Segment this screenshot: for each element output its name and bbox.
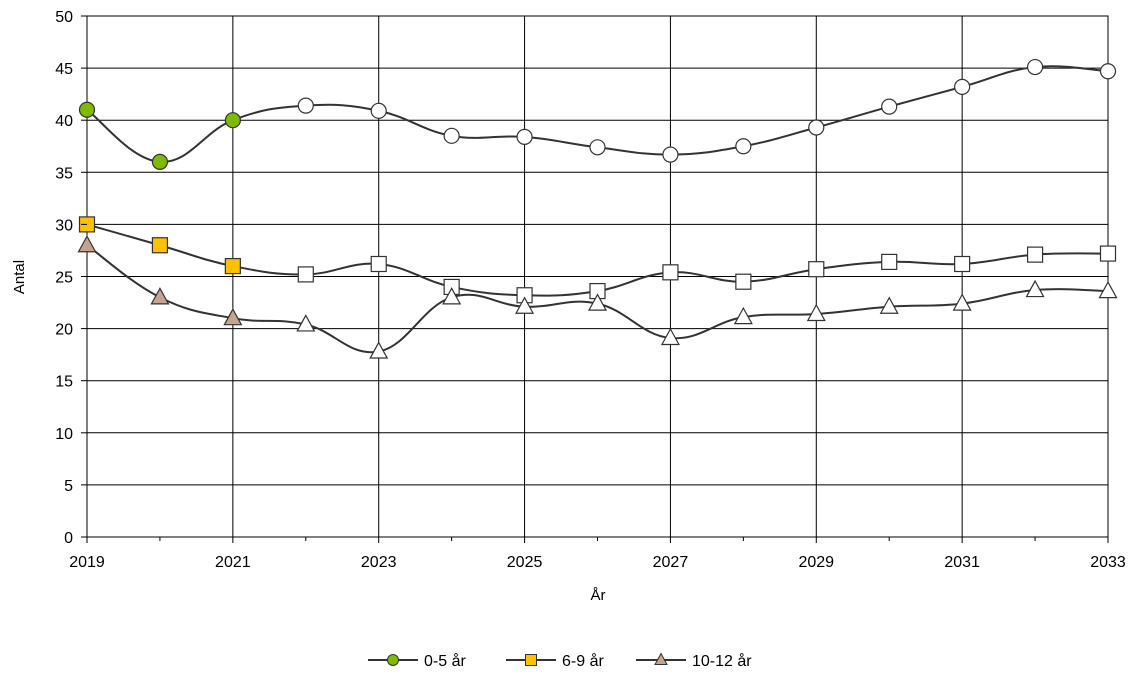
y-tick-label: 5	[64, 478, 73, 495]
y-axis-title: Antal	[11, 260, 28, 294]
x-tick-label: 2031	[944, 554, 980, 571]
series-3-point	[296, 314, 316, 332]
y-tick-label: 35	[55, 165, 73, 182]
series-3-point	[1098, 280, 1118, 299]
legend-label: 10-12 år	[692, 652, 752, 670]
legend-triangle-icon	[654, 652, 668, 665]
series-1-point	[808, 119, 825, 136]
y-tick-label: 25	[55, 270, 73, 287]
x-tick-label: 2025	[507, 554, 543, 571]
series-3-point	[660, 327, 680, 346]
grid-lines	[86, 15, 1109, 538]
y-tick-label: 0	[64, 530, 73, 547]
legend-marker	[525, 654, 537, 666]
series-3-point	[369, 341, 389, 359]
x-tick-label: 2021	[215, 554, 251, 571]
series-3-point	[442, 287, 462, 305]
data-markers	[77, 58, 1118, 359]
legend-label: 6-9 år	[562, 652, 604, 670]
series-2-point	[297, 266, 314, 283]
series-2-point	[954, 255, 971, 273]
series-1-point	[881, 98, 898, 115]
series-1-point	[370, 102, 387, 119]
x-tick-label: 2027	[653, 554, 689, 571]
series-3-point	[515, 296, 535, 314]
series-3-point	[879, 296, 899, 314]
series-3-point	[806, 303, 826, 322]
y-axis-ticks: 0 5 10 15 20 25 30 35 40 45 50	[55, 9, 87, 547]
y-tick-label: 30	[55, 217, 73, 234]
legend-circle-icon	[387, 654, 399, 666]
x-tick-label: 2033	[1090, 554, 1126, 571]
series-2-point	[1099, 245, 1117, 262]
series-1-point	[224, 112, 241, 129]
series-1-point	[662, 146, 679, 163]
series-1-point	[516, 128, 533, 145]
series-1-point	[297, 97, 314, 114]
series-3-point	[952, 293, 972, 311]
series-3-point	[587, 293, 608, 311]
series-1-point	[735, 138, 752, 155]
series-1-point	[954, 78, 971, 95]
series-3-point	[223, 307, 243, 326]
x-tick-label: 2023	[361, 554, 397, 571]
series-3-point	[150, 287, 170, 305]
series-2-point	[808, 261, 825, 278]
legend: 0-5 år 6-9 år 10-12 år	[368, 652, 752, 670]
series-1-point	[589, 139, 606, 156]
y-tick-label: 10	[55, 426, 73, 443]
series-2-point	[1026, 246, 1044, 263]
series-1-point	[443, 127, 460, 144]
series-1-point	[151, 153, 169, 170]
series-2-point	[881, 253, 898, 271]
series-2-point	[151, 237, 169, 254]
series-2-point	[224, 257, 241, 275]
series-1-point	[78, 101, 96, 118]
y-tick-label: 20	[55, 322, 73, 339]
y-tick-label: 45	[55, 61, 73, 78]
legend-label: 0-5 år	[424, 652, 466, 670]
series-2-point	[370, 255, 387, 273]
x-axis-ticks: 2019 2021 2023 2025 2027 2029 2031 2033	[69, 537, 1126, 571]
x-tick-label: 2029	[798, 554, 834, 571]
x-axis-title: År	[591, 587, 606, 604]
legend-square-icon	[525, 654, 537, 666]
series-1-point	[1026, 58, 1044, 76]
series-3-point	[1025, 279, 1045, 298]
y-tick-label: 40	[55, 113, 73, 130]
legend-marker	[654, 652, 668, 665]
series-1-point	[1099, 63, 1117, 80]
legend-marker	[387, 654, 399, 666]
series-3-point	[733, 306, 753, 325]
series-2-point	[662, 264, 679, 281]
y-tick-label: 15	[55, 374, 73, 391]
y-tick-label: 50	[55, 9, 73, 26]
series-2-point	[735, 273, 752, 290]
x-tick-label: 2019	[69, 554, 105, 571]
series-3-point	[77, 234, 97, 253]
